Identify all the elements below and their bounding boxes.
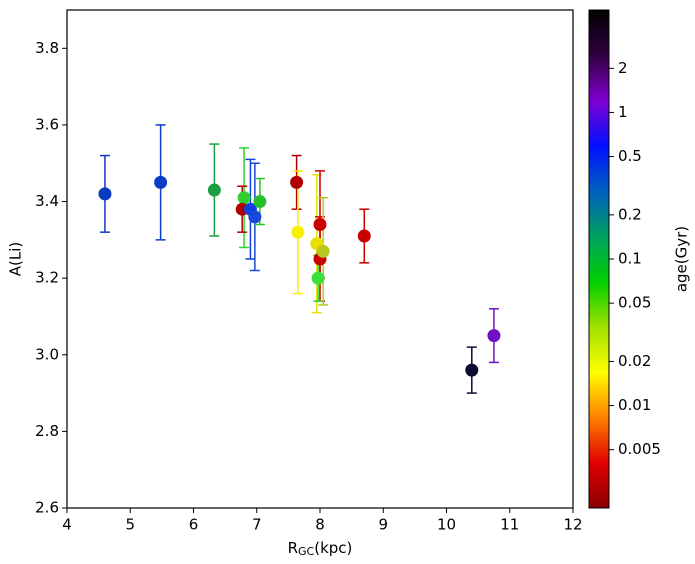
y-axis-label: A(Li): [7, 242, 25, 277]
x-tick-label: 4: [62, 516, 72, 534]
point: [357, 229, 371, 243]
x-label-unit: (kpc): [314, 539, 352, 557]
colorbar-tick-label: 0.5: [618, 147, 642, 165]
colorbar: [588, 9, 610, 509]
point: [465, 363, 479, 377]
point: [207, 183, 221, 197]
colorbar-tick-label: 0.005: [618, 440, 661, 458]
colorbar-label: age(Gyr): [673, 226, 691, 292]
y-tick-label: 2.8: [35, 422, 59, 440]
colorbar-tick-label: 0.01: [618, 396, 651, 414]
colorbar-tick-label: 2: [618, 59, 628, 77]
y-tick-label: 3.2: [35, 269, 59, 287]
colorbar-tick-label: 0.1: [618, 250, 642, 268]
colorbar-tick-label: 1: [618, 103, 628, 121]
x-label-sub: GC: [298, 545, 315, 558]
x-tick-label: 7: [252, 516, 262, 534]
point: [237, 191, 251, 205]
colorbar-tick-label: 0.02: [618, 352, 651, 370]
point: [311, 271, 325, 285]
x-tick-label: 9: [378, 516, 388, 534]
y-tick-label: 3.6: [35, 115, 59, 133]
point: [487, 329, 501, 343]
colorbar-tick-label: 0.05: [618, 294, 651, 312]
x-axis-label: RGC(kpc): [288, 539, 353, 559]
point: [290, 175, 304, 189]
x-tick-label: 10: [437, 516, 456, 534]
x-tick-label: 8: [315, 516, 325, 534]
x-tick-label: 6: [189, 516, 199, 534]
colorbar-tick-label: 0.2: [618, 205, 642, 223]
point: [313, 218, 327, 232]
x-label-main: R: [288, 539, 298, 557]
x-tick-label: 5: [125, 516, 135, 534]
point: [253, 195, 267, 209]
y-tick-label: 3.4: [35, 192, 59, 210]
y-tick-label: 2.6: [35, 499, 59, 517]
y-tick-label: 3.0: [35, 345, 59, 363]
x-tick-label: 12: [563, 516, 582, 534]
point: [248, 210, 262, 224]
x-tick-label: 11: [500, 516, 519, 534]
y-tick-label: 3.8: [35, 39, 59, 57]
point: [154, 175, 168, 189]
point: [291, 225, 305, 239]
point: [316, 244, 330, 258]
point: [98, 187, 112, 201]
